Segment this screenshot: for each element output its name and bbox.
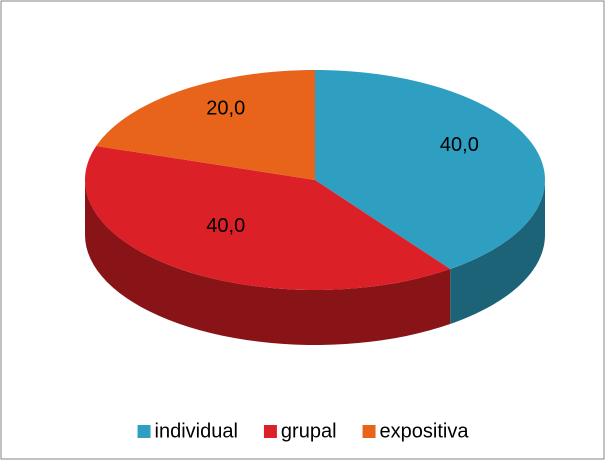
- pie-sides: [85, 180, 545, 345]
- legend-label: grupal: [281, 420, 337, 442]
- slice: [96, 70, 315, 180]
- legend-label: expositiva: [380, 420, 470, 442]
- slice: [315, 70, 545, 269]
- data-labels: 40,0 40,0 20,0: [206, 98, 479, 237]
- data-label: 40,0: [440, 134, 479, 156]
- legend: individual grupal expositiva: [137, 420, 470, 442]
- slice: [85, 146, 451, 290]
- data-label: 20,0: [206, 98, 245, 120]
- legend-label: individual: [155, 420, 238, 442]
- data-label: 40,0: [206, 215, 245, 237]
- legend-swatch: [263, 425, 277, 438]
- slice-side: [450, 180, 545, 324]
- legend-swatch: [362, 425, 376, 438]
- pie-tops: [85, 70, 545, 290]
- slice-side: [85, 180, 451, 345]
- legend-swatch: [137, 425, 151, 438]
